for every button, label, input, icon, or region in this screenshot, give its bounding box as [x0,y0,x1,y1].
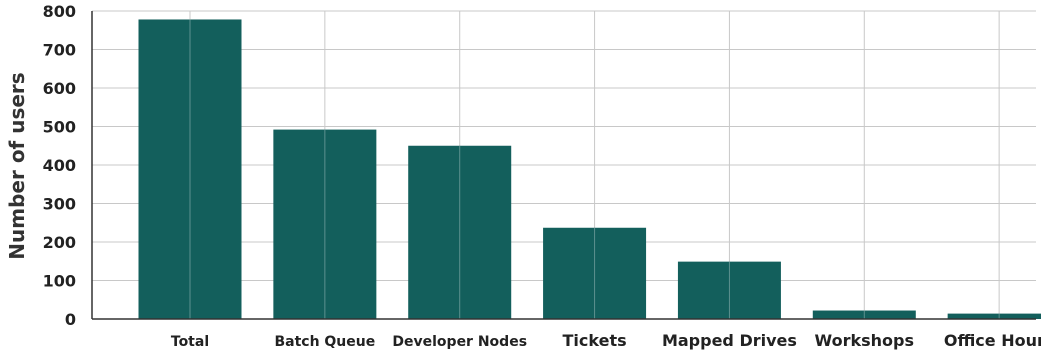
y-tick-label: 500 [43,118,76,137]
x-tick-label: Batch Queue [274,334,375,350]
y-tick-label: 100 [43,272,76,291]
bar [947,313,1041,319]
y-tick-label: 700 [43,41,76,60]
x-tick-label: Mapped Drives [662,331,797,350]
y-tick-label: 300 [43,195,76,214]
y-tick-labels: 0 100 200 300 400 500 600 700 800 [43,2,76,329]
x-tick-label: Workshops [815,331,914,350]
grid-lines [92,10,1036,319]
x-tick-label: Total [171,334,209,350]
bars [138,19,1041,319]
x-tick-label: Developer Nodes [392,334,527,350]
axes [91,11,1036,320]
x-tick-label: Office Hours [944,331,1041,350]
x-tick-label: Tickets [563,331,627,350]
y-tick-label: 200 [43,233,76,252]
y-tick-label: 400 [43,156,76,175]
y-tick-label: 800 [43,2,76,21]
y-axis-label: Number of users [5,72,29,259]
y-tick-label: 0 [65,310,76,329]
y-tick-label: 600 [43,79,76,98]
x-tick-labels: Total Batch Queue Developer Nodes Tickets Ma… [171,331,1041,350]
